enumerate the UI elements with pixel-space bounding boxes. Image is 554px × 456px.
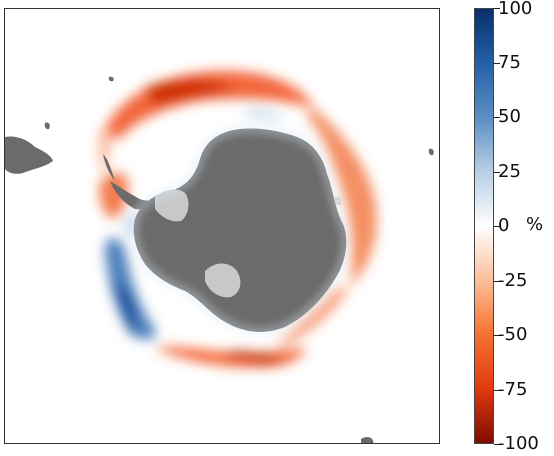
colorbar-tick-label: 100 — [498, 0, 533, 19]
positive-anomaly-band — [105, 108, 285, 340]
colorbar-tick-label: 25 — [498, 161, 521, 182]
colorbar-tick-label: -50 — [498, 324, 528, 345]
colorbar — [474, 8, 494, 444]
ice-rim — [128, 123, 352, 337]
colorbar-tick — [494, 63, 500, 64]
colorbar-tick-label: 75 — [498, 52, 521, 73]
colorbar-tick — [494, 444, 500, 445]
colorbar-tick — [494, 390, 500, 391]
colorbar-tick — [494, 117, 500, 118]
colorbar-tick-label: -75 — [498, 379, 528, 400]
colorbar-tick-label: -25 — [498, 270, 528, 291]
colorbar-tick-label: 50 — [498, 106, 521, 127]
other-landmasses — [5, 76, 434, 443]
colorbar-tick — [494, 281, 500, 282]
negative-anomaly-band — [98, 71, 377, 368]
colorbar-unit-label: % — [526, 214, 544, 235]
colorbar-tick — [494, 8, 500, 9]
colorbar-tick — [494, 226, 500, 227]
polar-map — [5, 71, 434, 443]
colorbar-tick-label: -100 — [498, 433, 539, 454]
colorbar-tick-label: 0 — [498, 215, 510, 236]
colorbar-tick — [494, 172, 500, 173]
colorbar-tick — [494, 335, 500, 336]
map-panel — [4, 8, 440, 444]
